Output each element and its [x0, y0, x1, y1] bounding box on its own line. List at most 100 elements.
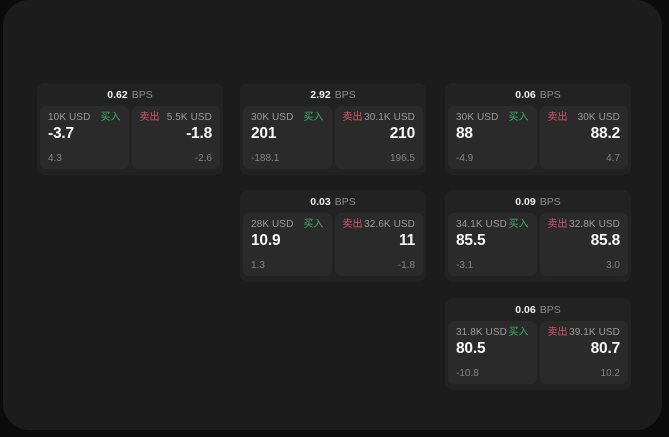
sell-tile-header: 卖出 39.1K USD: [548, 327, 621, 338]
card-body: 30K USD 买入 201 -188.1 卖出 30.1K USD 210 1…: [243, 106, 423, 169]
sell-label: 卖出: [342, 112, 363, 123]
buy-quote-tile[interactable]: 31.8K USD 买入 80.5 -10.8: [448, 321, 537, 384]
buy-quote-tile[interactable]: 30K USD 买入 201 -188.1: [243, 106, 332, 169]
buy-notional: 31.8K USD: [456, 327, 507, 338]
sell-price: 85.8: [590, 232, 621, 249]
sell-sub-value: -1.8: [397, 260, 415, 271]
card-header: 2.92 BPS: [243, 85, 423, 106]
buy-sub-value: -188.1: [251, 153, 280, 164]
sell-label: 卖出: [547, 327, 568, 338]
bps-value: 0.03: [310, 196, 331, 209]
buy-label: 买入: [303, 219, 324, 230]
card-header: 0.62 BPS: [40, 85, 220, 106]
card-header: 0.09 BPS: [448, 192, 628, 213]
buy-tile-header: 10K USD 买入: [48, 112, 121, 123]
sell-notional: 32.6K USD: [364, 219, 415, 230]
buy-price: 201: [251, 125, 277, 142]
buy-price: 80.5: [456, 340, 486, 357]
card-header: 0.03 BPS: [243, 192, 423, 213]
buy-label: 买入: [508, 219, 529, 230]
bps-value: 0.09: [515, 196, 536, 209]
card-body: 31.8K USD 买入 80.5 -10.8 卖出 39.1K USD 80.…: [448, 321, 628, 384]
sell-tile-header: 卖出 32.8K USD: [548, 219, 621, 230]
bps-unit-label: BPS: [131, 89, 153, 102]
sell-quote-tile[interactable]: 卖出 32.8K USD 85.8 3.0: [539, 213, 628, 276]
sell-label: 卖出: [547, 219, 568, 230]
sell-quote-tile[interactable]: 卖出 5.5K USD -1.8 -2.6: [131, 106, 220, 169]
sell-tile-header: 卖出 30.1K USD: [343, 112, 416, 123]
buy-price: 10.9: [251, 232, 281, 249]
quote-card: 0.06 BPS 31.8K USD 买入 80.5 -10.8 卖出 39.1…: [445, 298, 631, 390]
sell-tile-header: 卖出 32.6K USD: [343, 219, 416, 230]
sell-label: 卖出: [342, 219, 363, 230]
sell-quote-tile[interactable]: 卖出 32.6K USD 11 -1.8: [334, 213, 423, 276]
quote-card: 2.92 BPS 30K USD 买入 201 -188.1 卖出 30.1K …: [240, 83, 426, 175]
buy-notional: 30K USD: [251, 112, 294, 123]
sell-sub-value: 3.0: [606, 260, 620, 271]
bps-value: 0.06: [515, 304, 536, 317]
buy-quote-tile[interactable]: 10K USD 买入 -3.7 4.3: [40, 106, 129, 169]
card-body: 10K USD 买入 -3.7 4.3 卖出 5.5K USD -1.8 -2.…: [40, 106, 220, 169]
quote-card: 0.62 BPS 10K USD 买入 -3.7 4.3 卖出 5.5K USD…: [37, 83, 223, 175]
buy-price: -3.7: [48, 125, 74, 142]
buy-price: 85.5: [456, 232, 486, 249]
buy-label: 买入: [508, 327, 529, 338]
sell-tile-header: 卖出 30K USD: [548, 112, 621, 123]
bps-value: 0.62: [107, 89, 128, 102]
buy-sub-value: -4.9: [456, 153, 474, 164]
bps-value: 0.06: [515, 89, 536, 102]
buy-quote-tile[interactable]: 30K USD 买入 88 -4.9: [448, 106, 537, 169]
sell-tile-header: 卖出 5.5K USD: [140, 112, 213, 123]
sell-sub-value: -2.6: [194, 153, 212, 164]
card-header: 0.06 BPS: [448, 300, 628, 321]
buy-sub-value: 4.3: [48, 153, 62, 164]
sell-sub-value: 196.5: [389, 153, 415, 164]
buy-tile-header: 31.8K USD 买入: [456, 327, 529, 338]
quote-card: 0.09 BPS 34.1K USD 买入 85.5 -3.1 卖出 32.8K…: [445, 190, 631, 282]
buy-sub-value: 1.3: [251, 260, 265, 271]
buy-tile-header: 30K USD 买入: [456, 112, 529, 123]
buy-label: 买入: [303, 112, 324, 123]
card-body: 34.1K USD 买入 85.5 -3.1 卖出 32.8K USD 85.8…: [448, 213, 628, 276]
sell-price: -1.8: [186, 125, 212, 142]
sell-notional: 30.1K USD: [364, 112, 415, 123]
bps-unit-label: BPS: [334, 89, 356, 102]
sell-sub-value: 10.2: [600, 368, 620, 379]
buy-notional: 28K USD: [251, 219, 294, 230]
sell-price: 88.2: [590, 125, 621, 142]
buy-label: 买入: [100, 112, 121, 123]
buy-tile-header: 30K USD 买入: [251, 112, 324, 123]
buy-price: 88: [456, 125, 473, 142]
sell-quote-tile[interactable]: 卖出 30K USD 88.2 4.7: [539, 106, 628, 169]
quote-card: 0.03 BPS 28K USD 买入 10.9 1.3 卖出 32.6K US…: [240, 190, 426, 282]
buy-tile-header: 34.1K USD 买入: [456, 219, 529, 230]
buy-notional: 34.1K USD: [456, 219, 507, 230]
sell-notional: 30K USD: [577, 112, 620, 123]
buy-quote-tile[interactable]: 34.1K USD 买入 85.5 -3.1: [448, 213, 537, 276]
buy-sub-value: -3.1: [456, 260, 474, 271]
buy-notional: 10K USD: [48, 112, 91, 123]
bps-value: 2.92: [310, 89, 331, 102]
sell-label: 卖出: [139, 112, 160, 123]
sell-notional: 39.1K USD: [569, 327, 620, 338]
sell-sub-value: 4.7: [606, 153, 620, 164]
sell-price: 11: [399, 232, 415, 249]
quote-card: 0.06 BPS 30K USD 买入 88 -4.9 卖出 30K USD 8…: [445, 83, 631, 175]
sell-notional: 32.8K USD: [569, 219, 620, 230]
sell-price: 210: [389, 125, 415, 142]
buy-label: 买入: [508, 112, 529, 123]
sell-quote-tile[interactable]: 卖出 39.1K USD 80.7 10.2: [539, 321, 628, 384]
bps-unit-label: BPS: [539, 89, 561, 102]
buy-notional: 30K USD: [456, 112, 499, 123]
card-body: 30K USD 买入 88 -4.9 卖出 30K USD 88.2 4.7: [448, 106, 628, 169]
sell-label: 卖出: [547, 112, 568, 123]
buy-tile-header: 28K USD 买入: [251, 219, 324, 230]
bps-unit-label: BPS: [334, 196, 356, 209]
buy-quote-tile[interactable]: 28K USD 买入 10.9 1.3: [243, 213, 332, 276]
buy-sub-value: -10.8: [456, 368, 479, 379]
sell-notional: 5.5K USD: [166, 112, 212, 123]
sell-quote-tile[interactable]: 卖出 30.1K USD 210 196.5: [334, 106, 423, 169]
card-body: 28K USD 买入 10.9 1.3 卖出 32.6K USD 11 -1.8: [243, 213, 423, 276]
